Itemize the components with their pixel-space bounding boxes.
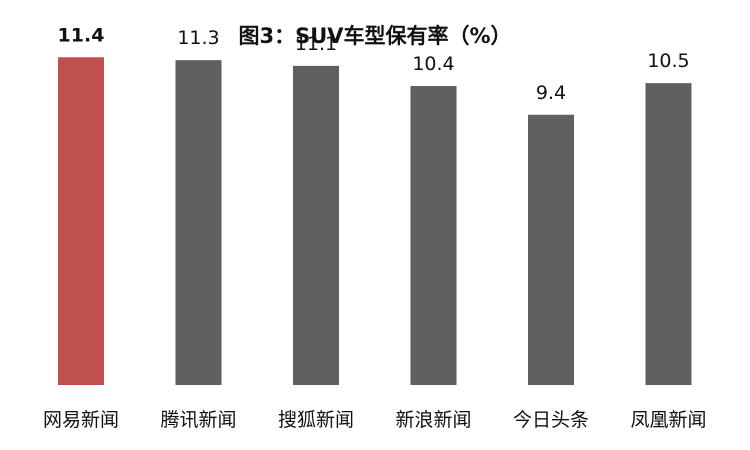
bar-5 [528,114,574,385]
category-label-2: 腾讯新闻 [160,409,236,431]
category-label-3: 搜狐新闻 [278,409,354,431]
data-label-6: 10.5 [647,50,689,72]
category-label-5: 今日头条 [513,409,589,431]
bar-6 [645,83,692,385]
category-label-4: 新浪新闻 [395,409,471,431]
data-label-4: 10.4 [412,53,454,75]
data-label-5: 9.4 [536,82,566,104]
bar-3 [293,65,339,385]
category-label-1: 网易新闻 [43,409,119,431]
bar-1 [58,57,104,385]
category-label-6: 凤凰新闻 [630,409,706,431]
bar-2 [175,60,222,385]
data-label-1: 11.4 [58,24,105,46]
bar-4 [410,86,457,385]
data-label-3: 11.1 [295,33,337,55]
chart-title: 图3：SUV车型保有率（%） [238,24,512,48]
data-label-2: 11.3 [177,27,219,49]
